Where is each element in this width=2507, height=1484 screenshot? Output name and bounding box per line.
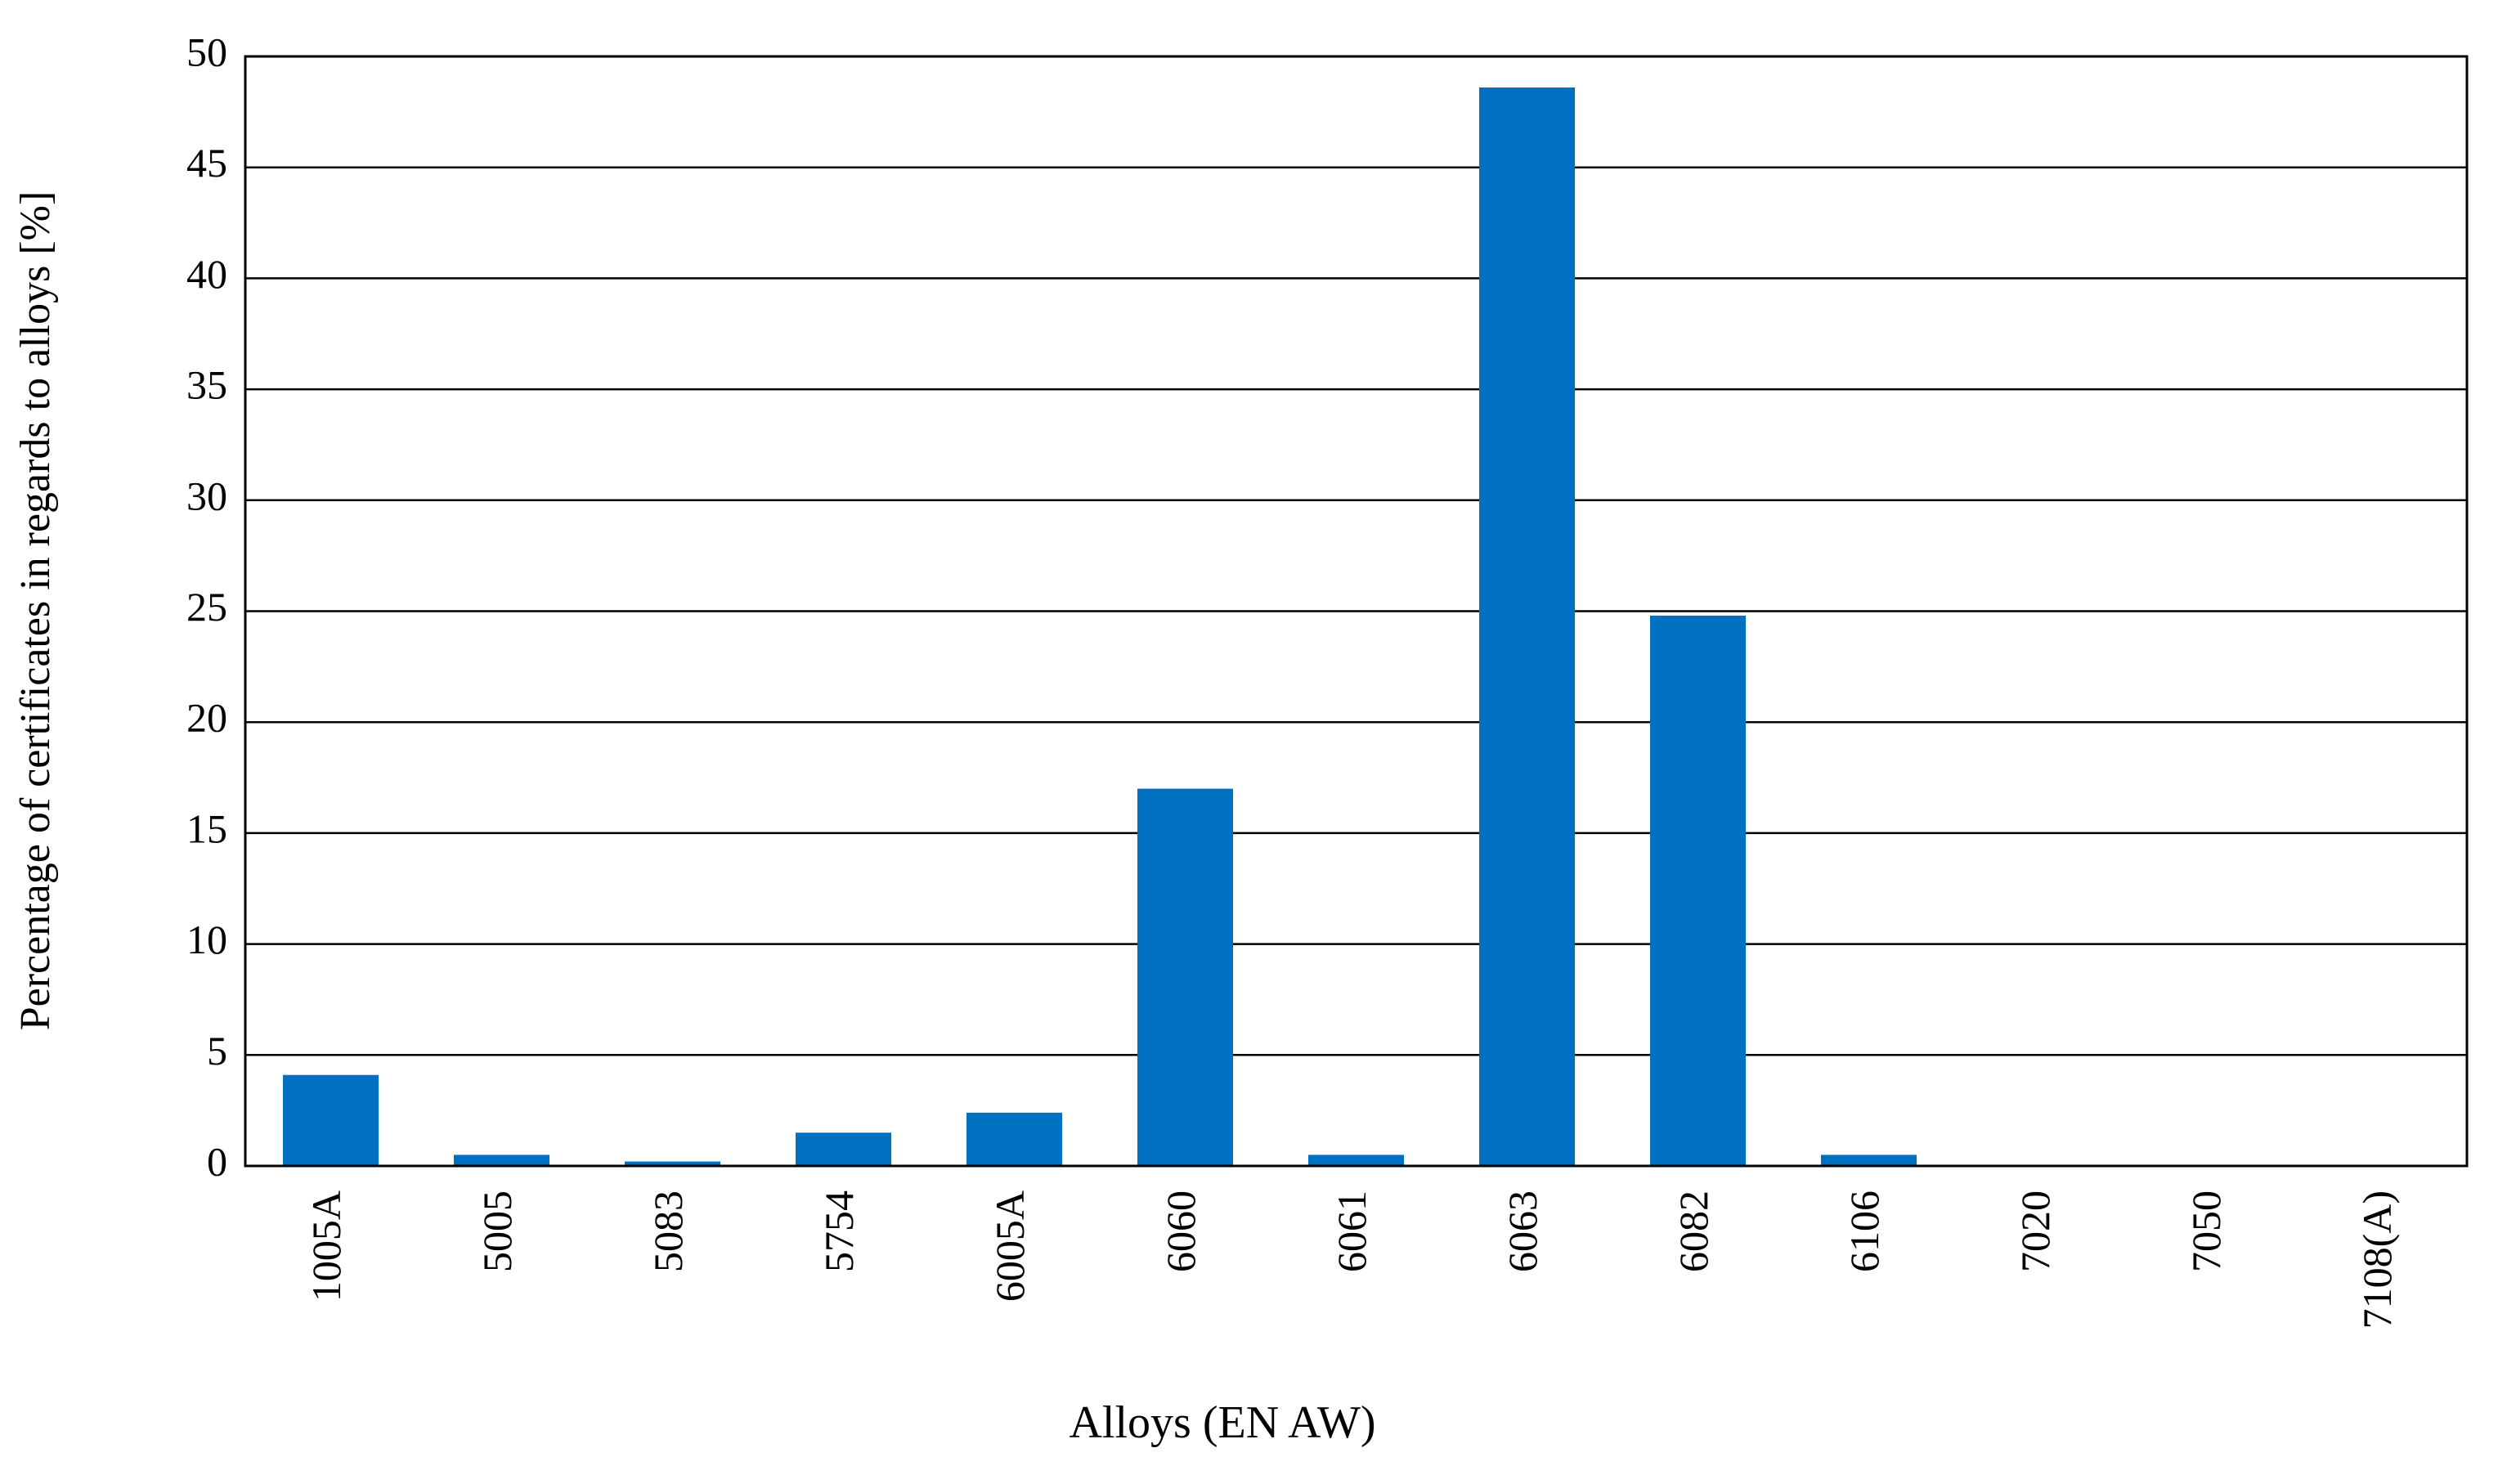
- x-tick-label: 5005: [474, 1190, 520, 1272]
- y-tick-label: 35: [186, 362, 227, 408]
- y-tick-label: 15: [186, 805, 227, 851]
- x-tick-label: 6106: [1841, 1190, 1887, 1272]
- x-tick-label: 5754: [816, 1190, 862, 1272]
- bar: [624, 1161, 721, 1166]
- y-tick-label: 0: [207, 1138, 227, 1184]
- y-tick-label: 5: [207, 1028, 227, 1074]
- x-tick-label: 7020: [2012, 1190, 2058, 1272]
- y-tick-label: 30: [186, 473, 227, 518]
- bar: [1649, 615, 1747, 1166]
- y-axis-title: Percentage of certificates in regards to…: [12, 191, 59, 1031]
- bar: [966, 1112, 1063, 1166]
- x-axis-title: Alloys (EN AW): [1069, 1397, 1375, 1448]
- bar: [1820, 1154, 1917, 1166]
- x-tick-label: 6005A: [987, 1190, 1033, 1302]
- bar: [795, 1132, 892, 1166]
- bar: [1137, 788, 1234, 1166]
- x-tick-label: 6082: [1671, 1190, 1716, 1272]
- x-tick-label: 6063: [1500, 1190, 1545, 1272]
- x-tick-label: 7050: [2183, 1190, 2229, 1272]
- bar: [1307, 1154, 1405, 1166]
- bar: [453, 1154, 550, 1166]
- bar: [1478, 87, 1576, 1167]
- x-tick-label: 7108(A): [2354, 1190, 2400, 1329]
- y-tick-label: 40: [186, 251, 227, 297]
- x-tick-label: 6060: [1158, 1190, 1204, 1272]
- y-tick-label: 45: [186, 140, 227, 186]
- plot-frame: [244, 55, 2469, 1168]
- bar: [282, 1074, 379, 1166]
- x-tick-label: 6061: [1329, 1190, 1375, 1272]
- x-tick-label: 1005A: [303, 1190, 349, 1302]
- y-tick-label: 50: [186, 29, 227, 74]
- y-tick-label: 25: [186, 584, 227, 630]
- y-tick-label: 20: [186, 695, 227, 741]
- y-tick-label: 10: [186, 917, 227, 962]
- x-tick-label: 5083: [645, 1190, 691, 1272]
